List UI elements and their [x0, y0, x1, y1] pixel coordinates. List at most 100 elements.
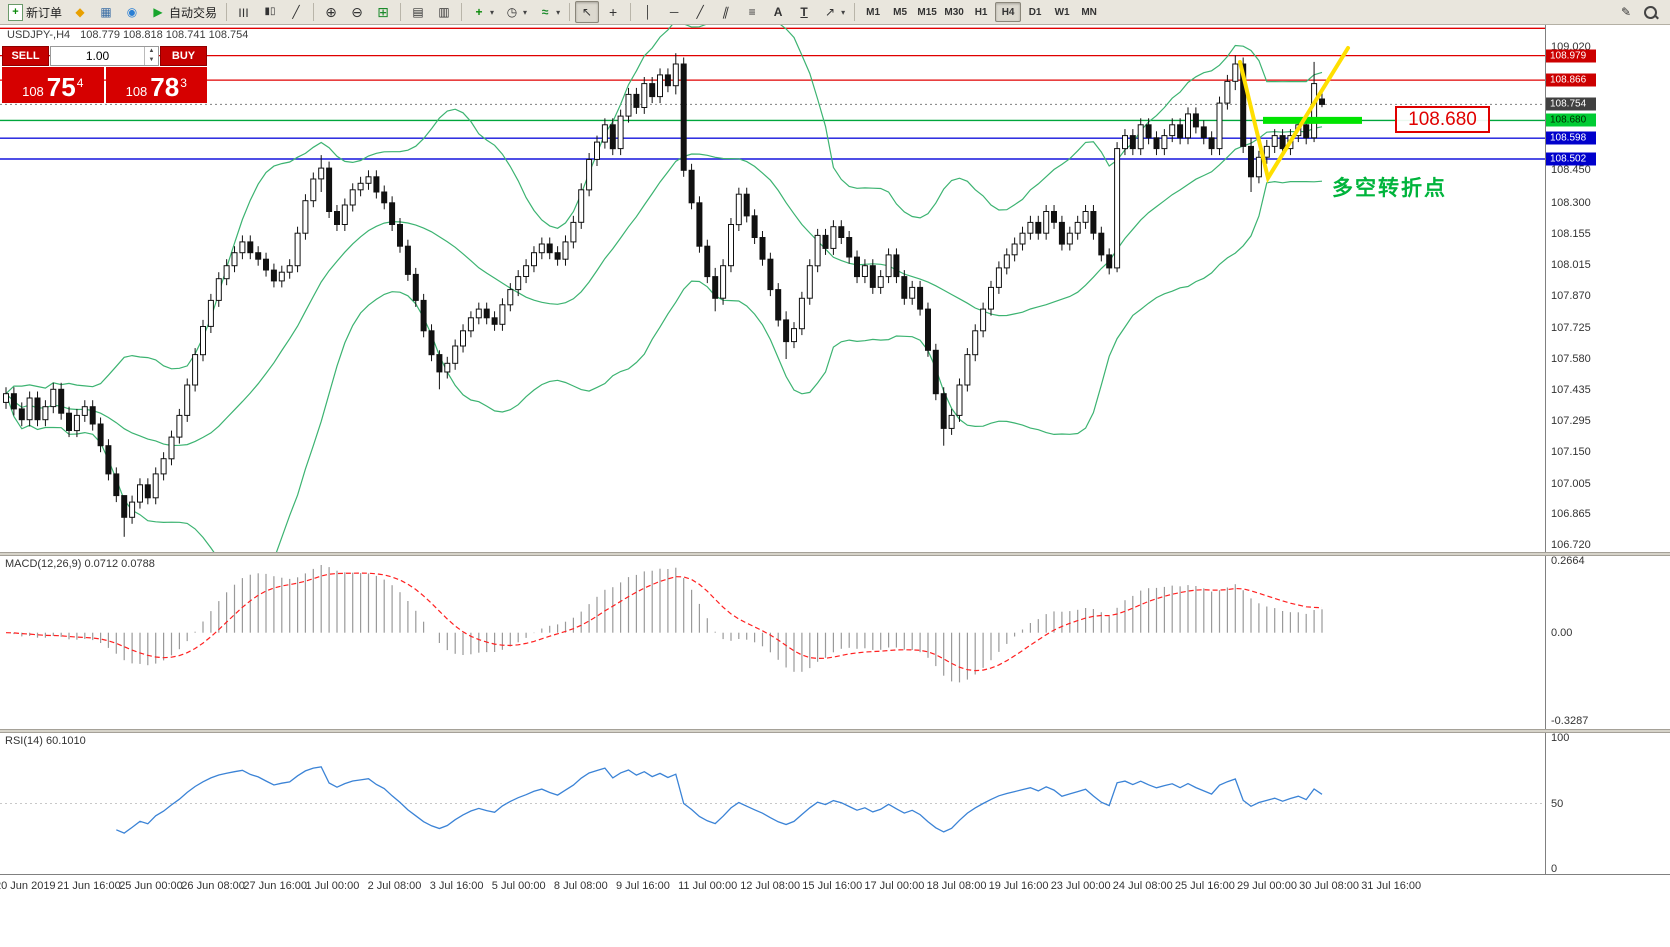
lot-size-input[interactable]: 1.00 ▲ ▼	[50, 46, 159, 66]
macd-axis-label: 0.00	[1551, 626, 1573, 639]
lot-decrease-icon[interactable]: ▼	[148, 57, 155, 63]
rsi-axis-label: 100	[1551, 732, 1570, 744]
timeframe-mn-button[interactable]: MN	[1081, 6, 1097, 18]
turning-point-annotation[interactable]: 多空转折点	[1332, 177, 1447, 200]
timeframe-m1-button[interactable]: M1	[866, 6, 881, 18]
crosshair-button[interactable]: +	[601, 1, 625, 23]
horizontal-level-lines[interactable]	[0, 27, 1545, 160]
sell-price-button[interactable]: 108 75 4	[2, 67, 104, 103]
price-axis-tick: 107.435	[1551, 384, 1591, 397]
price-axis-tick: 108.015	[1551, 258, 1591, 271]
price-callout-label[interactable]: 108.680	[1395, 106, 1490, 133]
drawing-annotations[interactable]	[1238, 46, 1362, 184]
candlestick-chart-button[interactable]: ▮▯	[258, 1, 282, 23]
timeframe-m30-button[interactable]: M30	[944, 6, 964, 18]
indicators-icon: ≈	[541, 5, 549, 19]
candlestick-chart-icon: ▮▯	[264, 6, 276, 17]
autotrading-icon: ▶	[153, 5, 163, 19]
time-axis-label: 18 Jul 08:00	[926, 880, 987, 892]
new-chart-button[interactable]: + ▾	[467, 1, 498, 23]
macd-chart[interactable]	[0, 556, 1545, 729]
price-axis-tick: 107.295	[1551, 414, 1591, 427]
macd-pane[interactable]: MACD(12,26,9) 0.0712 0.0788	[0, 556, 1545, 729]
timeframe-h1-button[interactable]: H1	[974, 6, 988, 18]
new-order-button[interactable]: + 新订单	[4, 1, 66, 23]
price-axis-tick: 107.580	[1551, 352, 1591, 365]
profiles-button[interactable]: ◷ ▾	[500, 1, 531, 23]
time-axis-label: 30 Jul 08:00	[1299, 880, 1360, 892]
price-chart-pane[interactable]	[0, 25, 1545, 552]
buy-price-button[interactable]: 108 78 3	[105, 67, 207, 103]
autotrading-label: 自动交易	[169, 5, 218, 20]
rsi-pane[interactable]: RSI(14) 60.1010	[0, 733, 1545, 874]
grid-button[interactable]: ⊞	[371, 1, 395, 23]
indicators-button[interactable]: ≈ ▾	[533, 1, 564, 23]
price-axis-tag: 108.979	[1546, 49, 1596, 63]
vertical-line-button[interactable]: │	[636, 1, 660, 23]
line-chart-button[interactable]: ╱	[284, 1, 308, 23]
arrows-button[interactable]: ↗ ▾	[818, 1, 849, 23]
zoom-out-button[interactable]: ⊖	[345, 1, 369, 23]
price-axis-tick: 107.005	[1551, 477, 1591, 490]
symbol-ohlc: 108.779 108.818 108.741 108.754	[80, 29, 249, 41]
timeframe-m15-button[interactable]: M15	[917, 6, 937, 18]
price-axis-tag: 108.598	[1546, 131, 1596, 145]
sell-button[interactable]: SELL	[2, 46, 49, 66]
macd-signal-line	[5, 572, 1323, 672]
trendline-button[interactable]: ╱	[688, 1, 712, 23]
profiles-icon: ◷	[506, 5, 518, 19]
symbol-title: USDJPY-,H4	[7, 29, 71, 41]
lot-increase-icon[interactable]: ▲	[148, 48, 155, 54]
tile-windows-button[interactable]: ▤	[406, 1, 430, 23]
pane-splitter[interactable]	[0, 552, 1670, 556]
search-icon	[1644, 5, 1657, 19]
pane-splitter[interactable]	[0, 729, 1670, 733]
price-axis-tick: 108.450	[1551, 164, 1591, 177]
buy-price-figure: 108	[125, 84, 148, 99]
timeframe-h4-button[interactable]: H4	[995, 2, 1022, 22]
zoom-out-icon: ⊖	[351, 4, 363, 20]
timeframe-m5-button[interactable]: M5	[893, 6, 908, 18]
time-axis-label: 24 Jul 08:00	[1112, 880, 1173, 892]
price-axis[interactable]: 109.020 108.450 108.300 108.155 108.015 107.8…	[1545, 25, 1670, 896]
time-axis[interactable]: 20 Jun 2019 21 Jun 16:00 25 Jun 00:00 26 Ju…	[0, 874, 1670, 947]
cursor-button[interactable]: ↖	[575, 1, 600, 23]
price-axis-tag: 108.680	[1546, 113, 1596, 127]
rsi-chart[interactable]	[0, 733, 1545, 874]
lot-size-value[interactable]: 1.00	[85, 49, 110, 63]
candlestick-chart[interactable]	[0, 25, 1545, 552]
text-label-icon: T	[800, 5, 808, 19]
timeframe-w1-button[interactable]: W1	[1054, 6, 1070, 18]
price-axis-tick: 107.150	[1551, 446, 1591, 459]
new-order-label: 新订单	[26, 5, 63, 20]
zoom-in-button[interactable]: ⊕	[319, 1, 343, 23]
edit-button[interactable]: ✎	[1614, 1, 1638, 23]
channel-icon: ∥	[721, 5, 731, 19]
price-axis-tick: 106.720	[1551, 539, 1591, 552]
marketwatch-button[interactable]: ◆	[68, 1, 92, 23]
horizontal-line-button[interactable]: ─	[662, 1, 686, 23]
text-button[interactable]: A	[766, 1, 790, 23]
time-axis-label: 23 Jul 00:00	[1050, 880, 1111, 892]
fibonacci-button[interactable]: ≡	[740, 1, 764, 23]
time-axis-label: 11 Jul 00:00	[678, 880, 738, 892]
channel-button[interactable]: ∥	[714, 1, 738, 23]
autotrading-button[interactable]: ▶ 自动交易	[146, 1, 221, 23]
data-window-button[interactable]: ▦	[94, 1, 118, 23]
timeframe-d1-button[interactable]: D1	[1028, 6, 1042, 18]
cascade-windows-button[interactable]: ▥	[432, 1, 456, 23]
buy-button[interactable]: BUY	[160, 46, 207, 66]
navigator-icon: ◉	[126, 5, 138, 19]
new-order-icon: +	[8, 3, 23, 21]
price-axis-tick: 108.300	[1551, 196, 1591, 209]
text-label-button[interactable]: T	[792, 1, 816, 23]
lot-spinner[interactable]: ▲ ▼	[144, 47, 158, 65]
macd-axis-label: 0.2664	[1551, 555, 1585, 568]
search-button[interactable]	[1640, 1, 1666, 23]
macd-histogram	[13, 565, 1323, 683]
time-axis-label: 15 Jul 16:00	[802, 880, 863, 892]
navigator-button[interactable]: ◉	[120, 1, 144, 23]
sell-price-figure: 108	[22, 84, 44, 99]
bar-chart-button[interactable]: |||	[232, 1, 256, 23]
